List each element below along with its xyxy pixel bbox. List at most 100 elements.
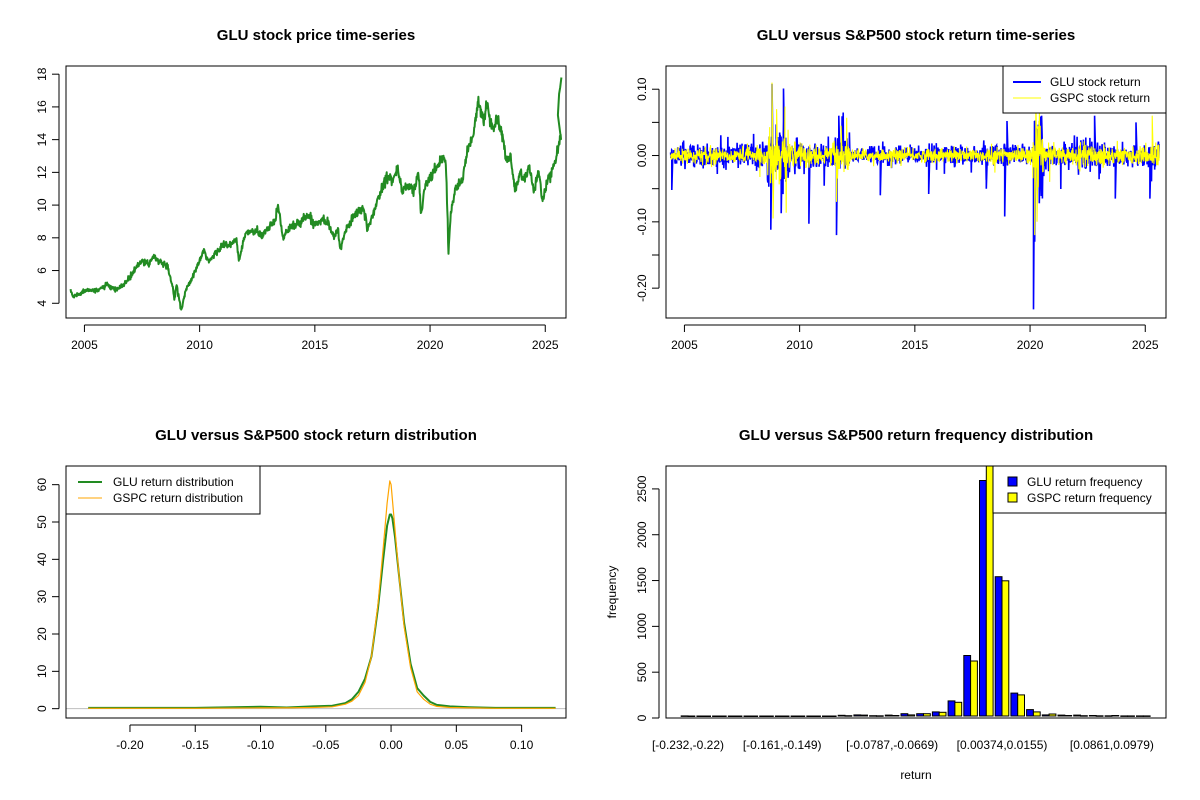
glu-frequency-bar	[884, 714, 893, 717]
glu-frequency-bar	[853, 714, 862, 717]
gspc-frequency-bar	[797, 715, 806, 717]
y-tick-label: 2500	[635, 475, 649, 502]
gspc-frequency-bar	[1080, 715, 1088, 717]
glu-frequency-bar	[1136, 715, 1144, 717]
return-legend: GLU stock return GSPC stock return	[1002, 65, 1167, 114]
glu-frequency-bar	[994, 576, 1003, 717]
x-category-label: [0.0861,0.0979)	[1070, 738, 1154, 752]
y-tick-label: 0.10	[635, 77, 649, 101]
legend-swatch-glu-frequency	[1007, 476, 1018, 487]
y-tick-label: 6	[35, 267, 49, 274]
y-tick-label: 0	[35, 705, 49, 712]
y-tick-label: 10	[35, 198, 49, 212]
legend-swatch-gspc-frequency	[1007, 492, 1018, 503]
glu-frequency-bar	[680, 715, 689, 717]
gspc-frequency-bar	[766, 715, 774, 717]
gspc-frequency-bar	[734, 715, 743, 717]
glu-frequency-bar	[727, 715, 736, 717]
return-chart-title: GLU versus S&P500 stock return time-seri…	[757, 27, 1075, 44]
distribution-plot-box	[65, 465, 567, 719]
gspc-frequency-bar	[1127, 715, 1135, 717]
glu-frequency-bar	[1088, 715, 1097, 717]
histogram-legend-box	[992, 465, 1167, 514]
gspc-density-line	[88, 480, 556, 709]
price-chart-title: GLU stock price time-series	[217, 27, 415, 44]
x-tick-label: 2020	[1017, 338, 1044, 352]
distribution-legend: GLU return distribution GSPC return dist…	[65, 465, 261, 515]
legend-label-glu-distribution: GLU return distribution	[113, 475, 234, 489]
y-tick-label: 40	[35, 552, 49, 566]
glu-frequency-bar	[947, 700, 956, 717]
histogram-chart-title: GLU versus S&P500 return frequency distr…	[739, 427, 1093, 444]
return-timeseries-chart: GLU versus S&P500 stock return time-seri…	[635, 27, 1167, 352]
y-tick-label: -0.10	[635, 208, 649, 236]
price-chart: GLU stock price time-series 2005 2010 2015…	[35, 27, 567, 352]
gspc-frequency-bar	[781, 715, 790, 717]
frequency-histogram-chart: GLU versus S&P500 return frequency distr…	[605, 427, 1167, 782]
y-tick-label: 8	[35, 234, 49, 241]
gspc-frequency-bar	[1001, 580, 1010, 717]
histogram-legend: GLU return frequency GSPC return frequen…	[992, 465, 1167, 514]
y-tick-label: 16	[35, 100, 49, 114]
glu-frequency-bar	[806, 715, 815, 717]
gspc-frequency-bar	[1048, 713, 1057, 717]
legend-label-gspc-distribution: GSPC return distribution	[113, 491, 243, 505]
y-tick-label: -0.20	[635, 274, 649, 302]
x-tick-label: 2010	[186, 338, 213, 352]
glu-frequency-bar	[712, 715, 720, 717]
y-tick-label: 0.00	[635, 144, 649, 168]
gspc-frequency-bar	[687, 715, 696, 717]
y-tick-label: 4	[35, 300, 49, 307]
x-tick-label: 2005	[671, 338, 698, 352]
gspc-frequency-bar	[1095, 715, 1104, 717]
x-tick-label: 2015	[301, 338, 328, 352]
x-tick-label: 2020	[417, 338, 444, 352]
gspc-frequency-bar	[1111, 715, 1120, 717]
gspc-frequency-bar	[875, 715, 884, 717]
glu-frequency-bar	[869, 715, 877, 717]
glu-frequency-bar	[1073, 714, 1081, 717]
x-tick-label: -0.20	[116, 738, 144, 752]
y-tick-label: 1000	[635, 613, 649, 640]
price-plot-box	[65, 65, 567, 319]
glu-density-line	[88, 513, 556, 709]
y-tick-label: 50	[35, 515, 49, 529]
return-distribution-chart: GLU versus S&P500 stock return distribut…	[35, 427, 567, 752]
gspc-frequency-bar	[844, 715, 853, 717]
gspc-frequency-bar	[907, 714, 916, 717]
legend-label-glu-return: GLU stock return	[1050, 75, 1141, 89]
glu-frequency-bar	[963, 655, 972, 717]
histogram-y-axis-label: frequency	[605, 566, 619, 619]
y-tick-label: 60	[35, 478, 49, 492]
x-tick-label: -0.05	[312, 738, 340, 752]
y-tick-label: 500	[635, 662, 649, 682]
y-tick-label: 20	[35, 627, 49, 641]
gspc-frequency-bar	[954, 701, 963, 717]
glu-frequency-bar	[900, 713, 909, 717]
gspc-frequency-bar	[860, 714, 869, 717]
y-tick-label: 12	[35, 165, 49, 179]
glu-frequency-bar	[1026, 709, 1034, 717]
gspc-frequency-bar	[750, 715, 759, 717]
x-category-label: [-0.161,-0.149)	[743, 738, 822, 752]
glu-frequency-bar	[916, 713, 925, 717]
gspc-frequency-bar	[891, 715, 900, 717]
gspc-frequency-bar	[718, 715, 727, 717]
return-plot-box	[665, 65, 1167, 319]
y-tick-label: 2000	[635, 521, 649, 548]
gspc-frequency-bar	[1142, 715, 1151, 717]
glu-frequency-bar	[837, 714, 846, 717]
y-tick-label: 10	[35, 664, 49, 678]
distribution-chart-title: GLU versus S&P500 stock return distribut…	[155, 427, 477, 444]
gspc-frequency-bar	[828, 715, 837, 717]
legend-label-gspc-return: GSPC stock return	[1050, 91, 1150, 105]
gspc-frequency-bar	[1064, 715, 1073, 717]
glu-frequency-bar	[822, 715, 830, 717]
x-category-label: [0.00374,0.0155)	[957, 738, 1048, 752]
x-tick-label: 2025	[532, 338, 559, 352]
glu-frequency-bar	[1057, 714, 1066, 717]
histogram-bars	[680, 466, 1151, 717]
gspc-frequency-bar	[1017, 694, 1026, 717]
x-tick-label: 2010	[786, 338, 813, 352]
